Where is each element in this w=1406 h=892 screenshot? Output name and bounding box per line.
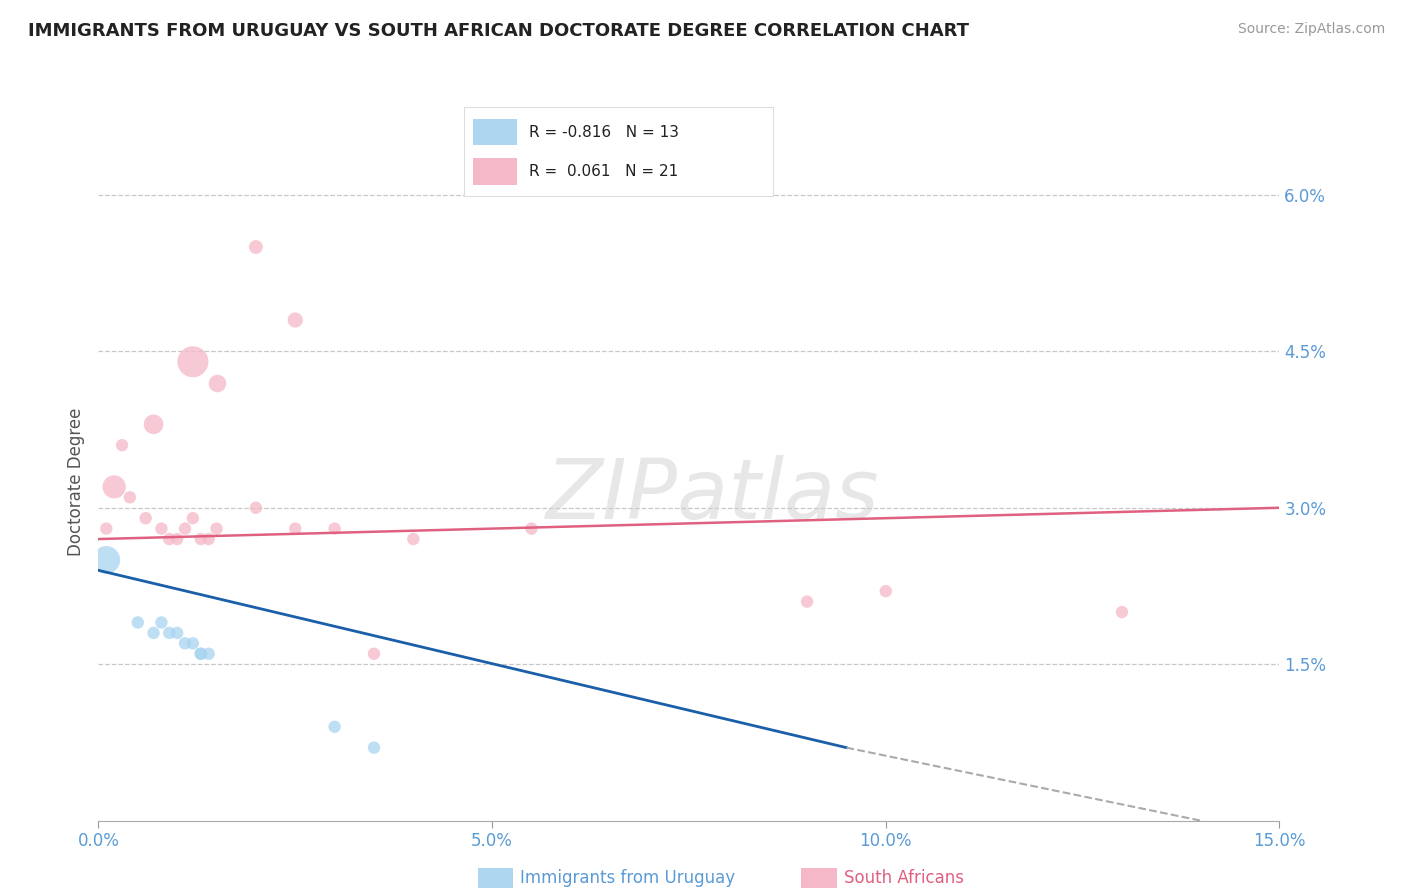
Point bbox=[323, 522, 346, 536]
Text: Immigrants from Uruguay: Immigrants from Uruguay bbox=[520, 869, 735, 887]
Point bbox=[284, 522, 307, 536]
Point bbox=[363, 647, 385, 661]
Point bbox=[96, 522, 118, 536]
Point bbox=[103, 480, 125, 494]
Point bbox=[197, 647, 219, 661]
Point bbox=[150, 522, 173, 536]
Point bbox=[181, 511, 204, 525]
Point bbox=[323, 720, 346, 734]
Point bbox=[135, 511, 157, 525]
Point bbox=[174, 636, 197, 650]
Point bbox=[127, 615, 149, 630]
Y-axis label: Doctorate Degree: Doctorate Degree bbox=[66, 408, 84, 556]
FancyBboxPatch shape bbox=[474, 119, 516, 145]
Point bbox=[520, 522, 543, 536]
Point bbox=[166, 532, 188, 546]
Point bbox=[190, 647, 212, 661]
Point bbox=[157, 532, 180, 546]
Point bbox=[118, 491, 141, 505]
Point bbox=[157, 626, 180, 640]
Text: IMMIGRANTS FROM URUGUAY VS SOUTH AFRICAN DOCTORATE DEGREE CORRELATION CHART: IMMIGRANTS FROM URUGUAY VS SOUTH AFRICAN… bbox=[28, 22, 969, 40]
Point bbox=[245, 500, 267, 515]
Text: R =  0.061   N = 21: R = 0.061 N = 21 bbox=[529, 164, 678, 178]
Point bbox=[205, 522, 228, 536]
Point bbox=[875, 584, 897, 599]
Point bbox=[190, 532, 212, 546]
Point bbox=[150, 615, 173, 630]
Text: ZIPatlas: ZIPatlas bbox=[546, 455, 879, 536]
Point bbox=[796, 594, 818, 608]
Point bbox=[1111, 605, 1133, 619]
Text: South Africans: South Africans bbox=[844, 869, 963, 887]
Text: R = -0.816   N = 13: R = -0.816 N = 13 bbox=[529, 125, 679, 139]
Text: Source: ZipAtlas.com: Source: ZipAtlas.com bbox=[1237, 22, 1385, 37]
Point bbox=[363, 740, 385, 755]
Point bbox=[142, 626, 165, 640]
FancyBboxPatch shape bbox=[474, 158, 516, 185]
Point bbox=[197, 532, 219, 546]
Point bbox=[205, 376, 228, 390]
Point bbox=[190, 647, 212, 661]
Point bbox=[402, 532, 425, 546]
Point bbox=[181, 636, 204, 650]
Point bbox=[174, 522, 197, 536]
Point bbox=[284, 313, 307, 327]
Point bbox=[181, 355, 204, 369]
Point bbox=[245, 240, 267, 254]
Point bbox=[96, 553, 118, 567]
Point bbox=[166, 626, 188, 640]
Point bbox=[142, 417, 165, 432]
Point bbox=[111, 438, 134, 452]
